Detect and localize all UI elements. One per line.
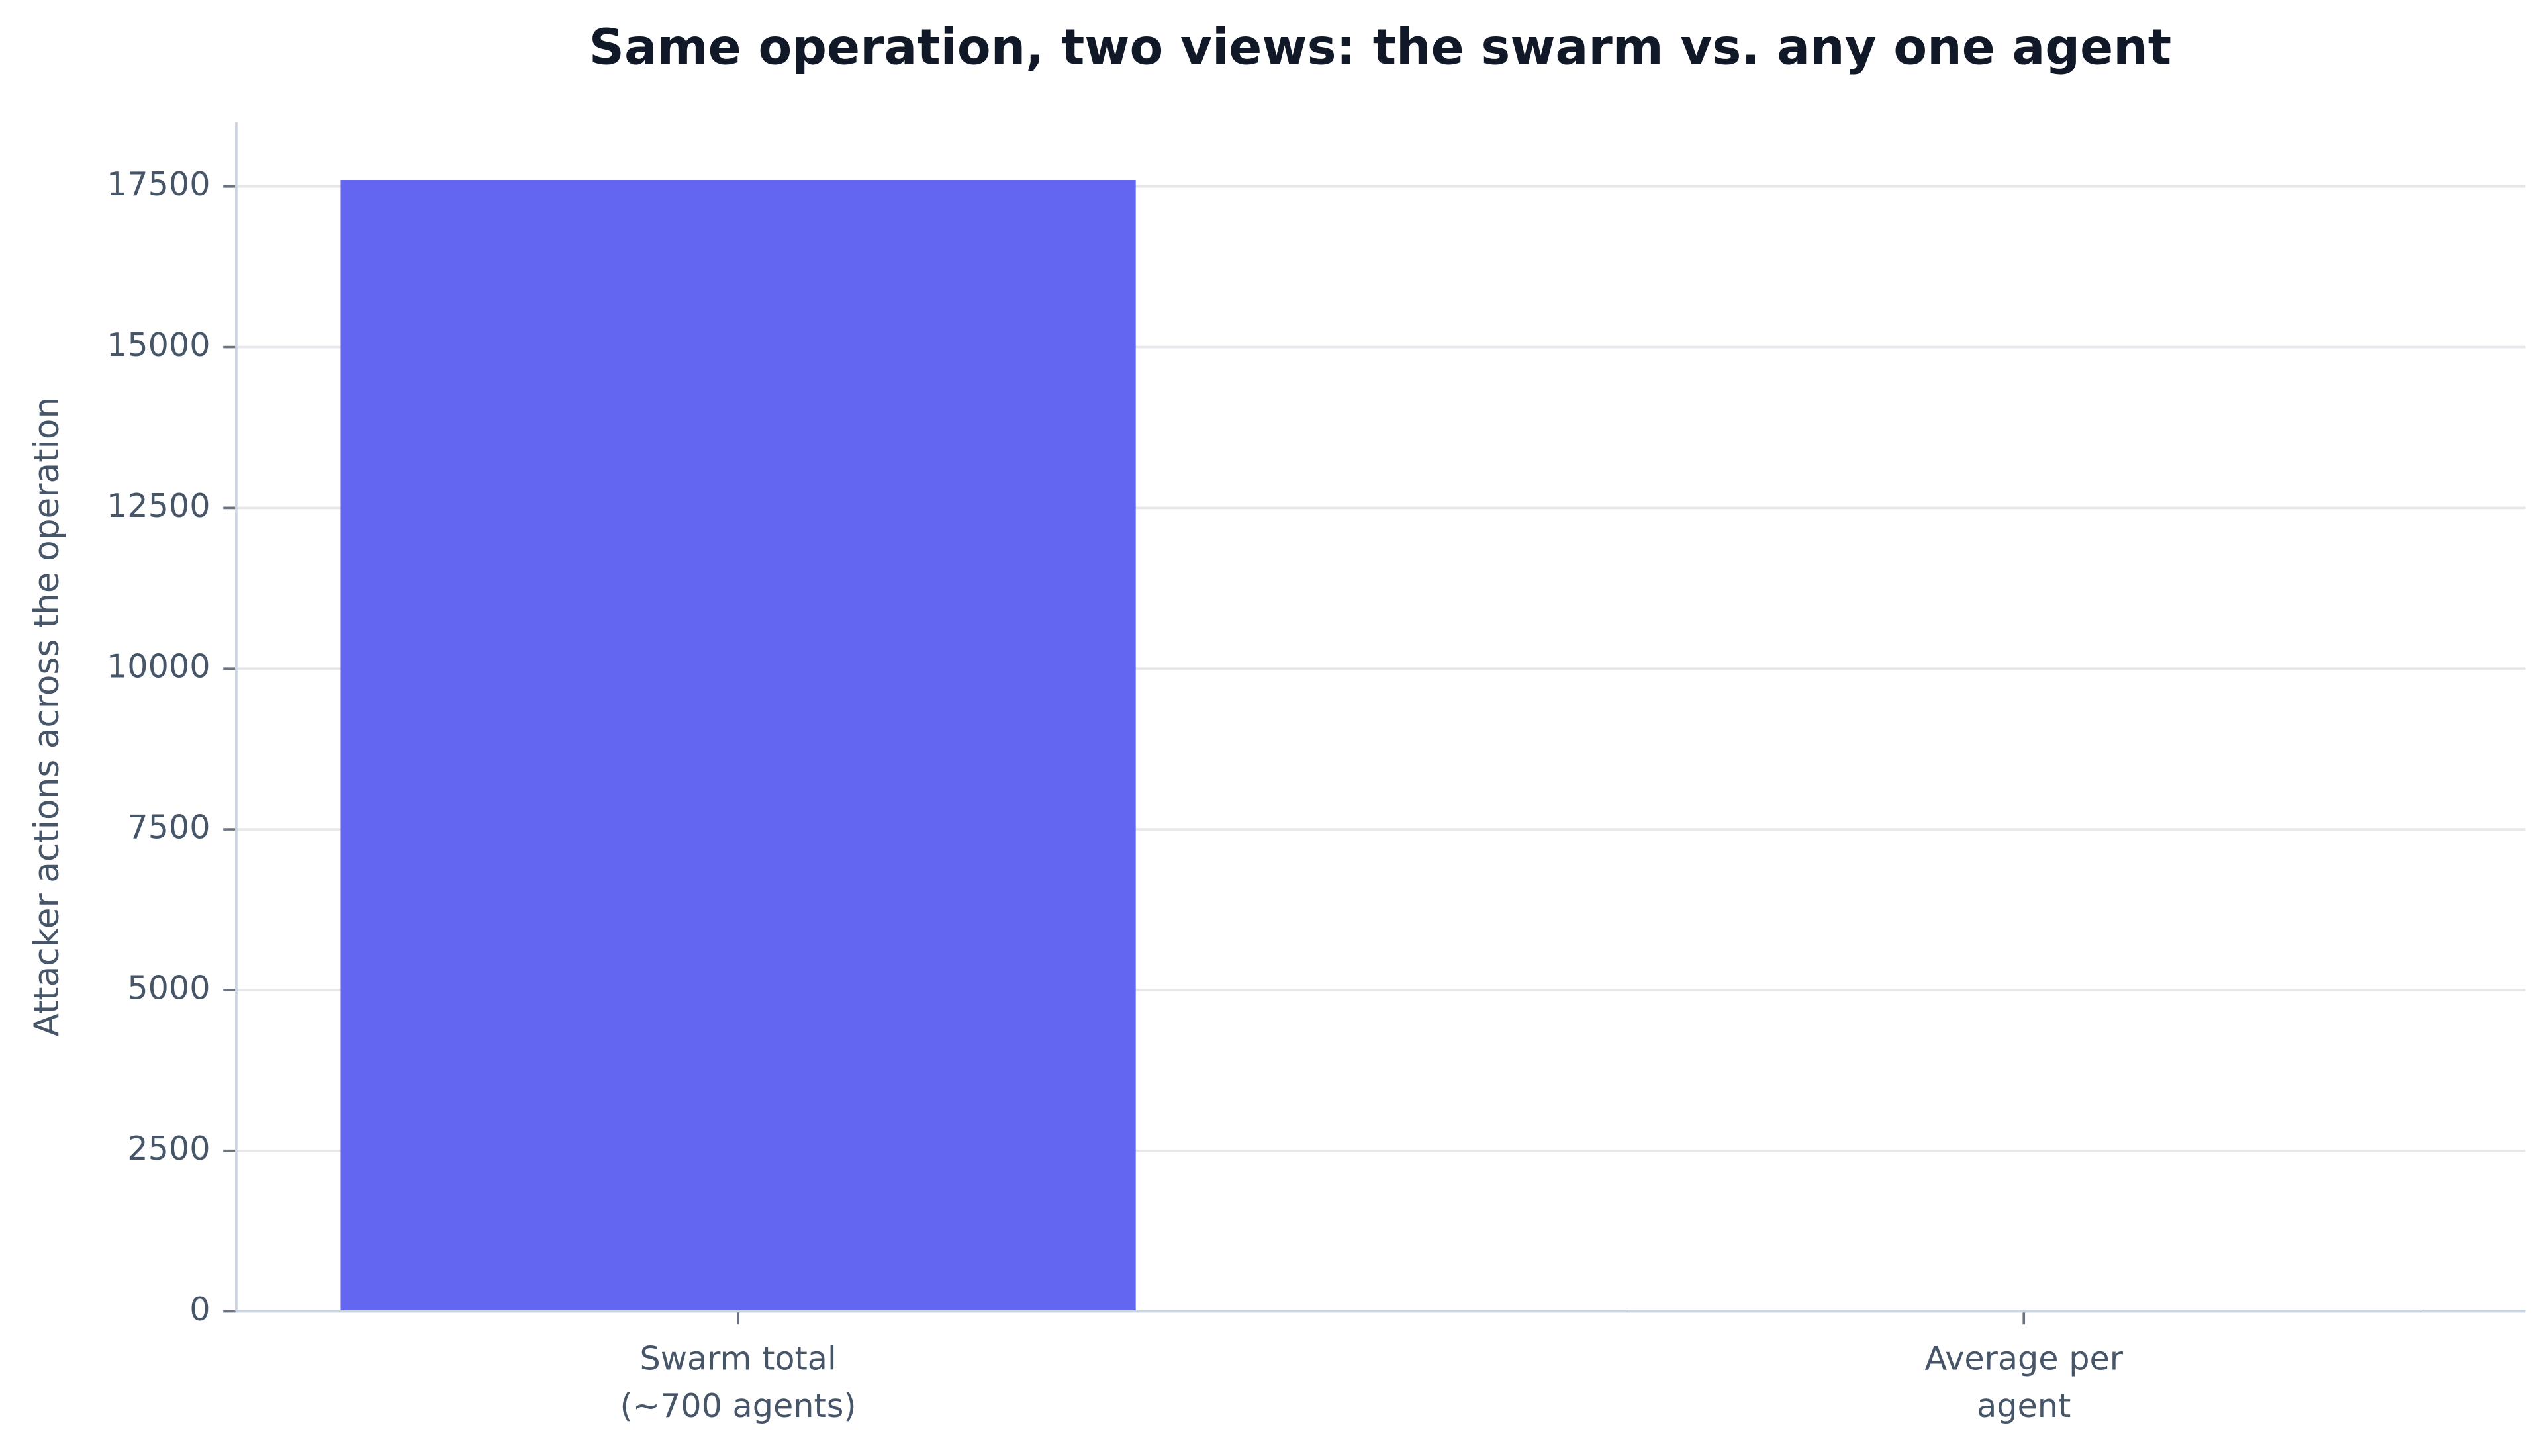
y-tick-label: 5000: [127, 968, 210, 1007]
y-tick-label: 2500: [127, 1129, 210, 1167]
y-tick-label: 7500: [127, 808, 210, 846]
bar: [340, 180, 1136, 1312]
y-tick-label: 15000: [107, 326, 211, 364]
x-tick-label: Swarm total (~700 agents): [620, 1339, 857, 1424]
x-tick-label: Average per agent: [1924, 1339, 2123, 1424]
y-tick-label: 17500: [107, 165, 211, 203]
y-tick-label: 0: [189, 1290, 210, 1328]
y-tick-label: 12500: [107, 486, 211, 525]
chart-title: Same operation, two views: the swarm vs.…: [589, 19, 2171, 75]
y-tick-label: 10000: [107, 647, 211, 686]
y-axis-label: Attacker actions across the operation: [27, 397, 67, 1037]
